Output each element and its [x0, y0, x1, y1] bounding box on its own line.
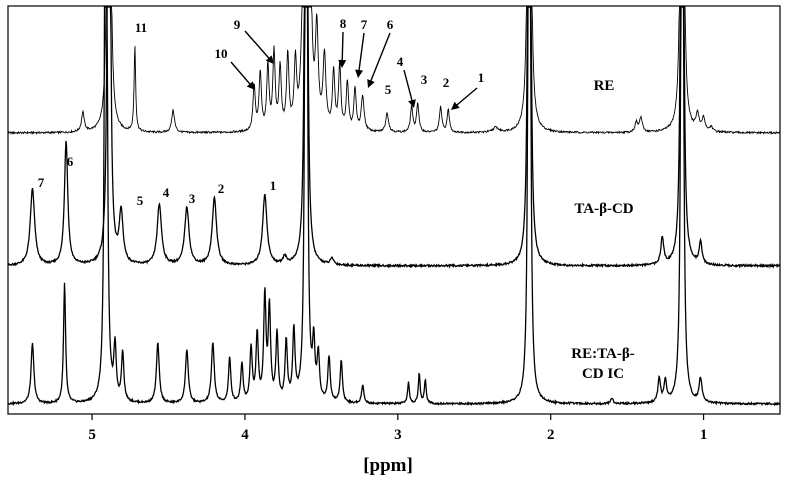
peak-arrow: [357, 32, 365, 74]
peak-number-label: 11: [135, 20, 147, 35]
peak-number-label: 1: [478, 70, 485, 85]
peak-arrow-head: [451, 101, 460, 110]
peak-arrow-head: [265, 55, 274, 64]
x-tick-label: 5: [88, 427, 96, 443]
peak-arrow-head: [246, 81, 255, 90]
peak-number-label: 4: [397, 54, 404, 69]
spectrum-re-ta-cd-ic: [7, 6, 781, 407]
peak-arrow-head: [338, 59, 347, 68]
x-axis-label: [ppm]: [363, 455, 413, 476]
peak-number-label: 9: [234, 17, 241, 32]
peak-arrow-head: [355, 69, 364, 78]
spectrum-labels: RE TA-β-CD RE:TA-β- CD IC: [571, 78, 634, 382]
spectrum-label: TA-β-CD: [574, 201, 633, 217]
peak-number-label: 5: [137, 193, 144, 208]
peak-number-label: 3: [189, 191, 196, 206]
peak-number-label: 5: [385, 82, 392, 97]
peak-number-label: 3: [421, 72, 428, 87]
peak-number-label: 7: [361, 17, 368, 32]
peak-number-label: 4: [163, 185, 170, 200]
peak-arrow: [341, 31, 344, 64]
x-tick-label: 1: [700, 427, 708, 443]
peak-number-label: 6: [67, 154, 74, 169]
spectrum-trace: [7, 6, 781, 269]
spectrum-ta-cd: [7, 6, 781, 269]
spectrum-re: [7, 6, 781, 136]
x-tick-label: 4: [241, 427, 249, 443]
spectrum-trace: [7, 6, 781, 407]
spectrum-label: RE: [594, 78, 615, 94]
peak-arrow: [244, 30, 272, 61]
peak-arrow-head: [367, 79, 375, 88]
spectra-layer: [7, 6, 781, 407]
peak-number-label: 2: [443, 75, 450, 90]
peak-number-label: 1: [270, 178, 277, 193]
spectrum-trace: [7, 6, 781, 136]
spectrum-label: CD IC: [582, 366, 624, 382]
x-axis: 5 4 3 2 1: [88, 414, 707, 443]
peak-number-label: 7: [38, 175, 45, 190]
peak-number-label: 6: [387, 17, 394, 32]
peak-arrow: [403, 69, 414, 104]
peak-arrow: [369, 32, 391, 84]
peak-arrow: [454, 87, 478, 108]
peak-arrow: [230, 61, 253, 87]
x-tick-label: 2: [547, 427, 555, 443]
plot-frame: [7, 5, 781, 415]
x-tick-label: 3: [394, 427, 402, 443]
peak-number-label: 2: [218, 181, 225, 196]
spectrum-label: RE:TA-β-: [571, 346, 634, 362]
peak-number-label: 8: [340, 16, 347, 31]
peak-arrow-head: [408, 99, 416, 108]
peak-number-label: 10: [215, 46, 228, 61]
